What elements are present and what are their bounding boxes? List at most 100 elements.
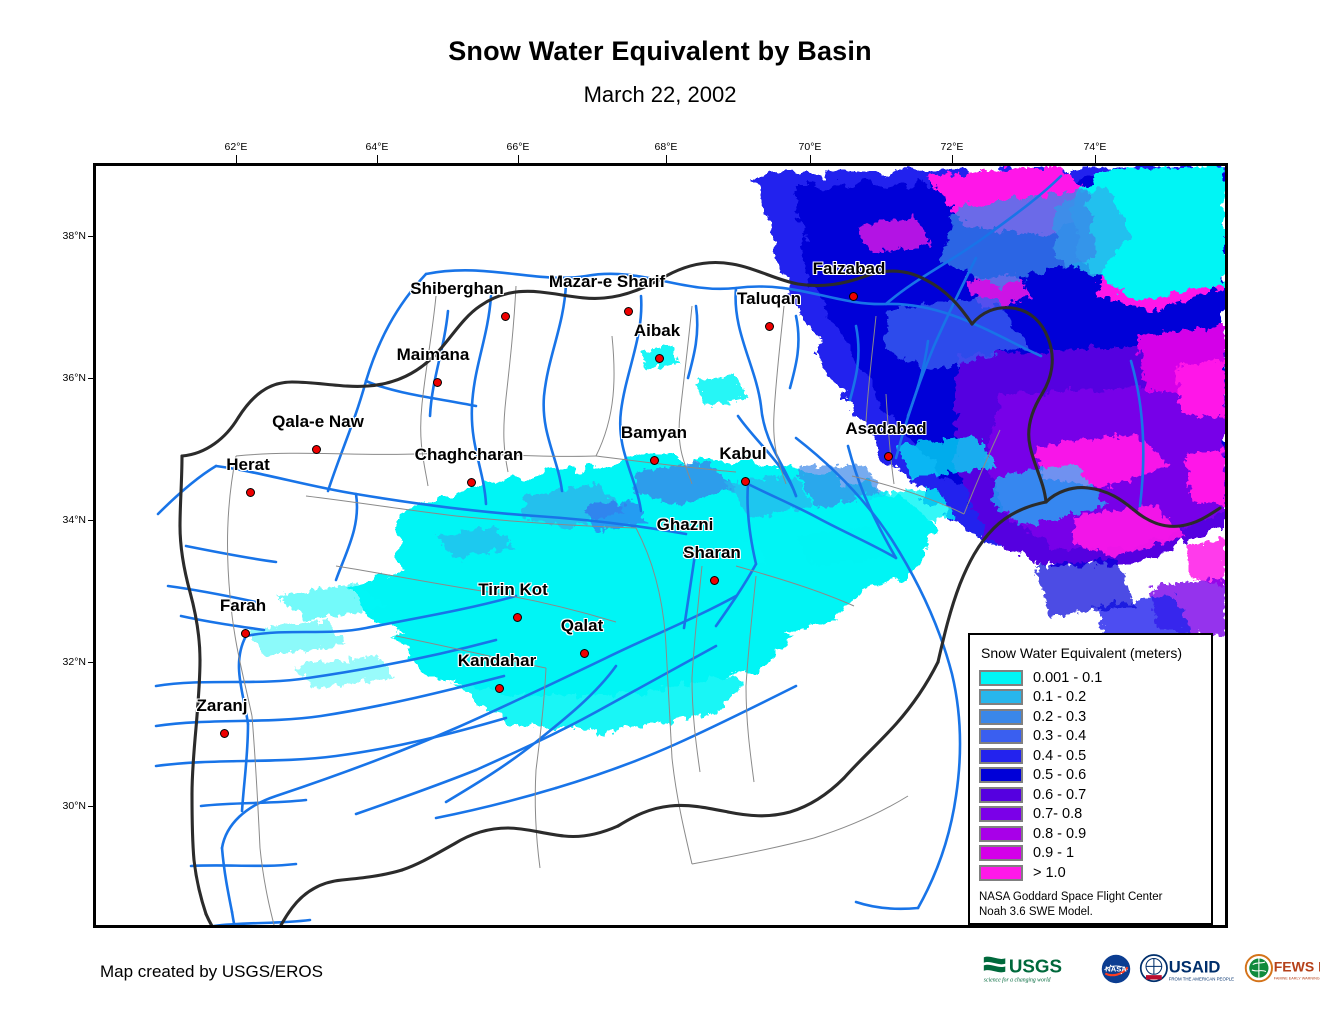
city-dot-icon — [764, 321, 774, 331]
city-label: Qalat — [560, 616, 604, 635]
city-dot-icon — [709, 575, 719, 585]
longitude-label: 64°E — [365, 141, 389, 153]
city-label: Tirin Kot — [478, 580, 548, 599]
legend-swatch — [979, 728, 1023, 745]
legend-swatch — [979, 786, 1023, 803]
latitude-label: 32°N — [62, 656, 86, 668]
legend-row: 0.1 - 0.2 — [979, 688, 1202, 708]
legend-row: 0.001 - 0.1 — [979, 668, 1202, 688]
city-label: Zaranj — [196, 696, 248, 715]
latitude-label: 30°N — [62, 800, 86, 812]
international-border — [178, 260, 1222, 925]
city-dot-icon — [740, 476, 750, 486]
city-dot-icon — [219, 728, 229, 738]
legend-label: 0.6 - 0.7 — [1033, 786, 1087, 803]
legend-label: > 1.0 — [1033, 864, 1066, 881]
latitude-label: 36°N — [62, 372, 86, 384]
legend-row: 0.6 - 0.7 — [979, 785, 1202, 805]
city-label: Taluqan — [737, 289, 801, 308]
map-frame — [93, 163, 1228, 928]
legend-swatch — [979, 689, 1023, 706]
longitude-label: 62°E — [224, 141, 248, 153]
city-dot-icon — [494, 683, 504, 693]
legend-label: 0.3 - 0.4 — [1033, 728, 1087, 745]
city-label: Kandahar — [457, 651, 537, 670]
swe-raster-northeast — [756, 166, 1225, 658]
fewsnet-logo: FEWS NET FAMINE EARLY WARNING SYSTEMS NE… — [1244, 954, 1320, 983]
city-dot-icon — [579, 648, 589, 658]
map-layers — [154, 166, 1225, 925]
legend-swatch — [979, 825, 1023, 842]
legend-label: 0.2 - 0.3 — [1033, 708, 1087, 725]
svg-text:FEWS NET: FEWS NET — [1274, 959, 1320, 975]
city-dot-icon — [311, 444, 321, 454]
map-canvas — [96, 166, 1225, 925]
legend-row: 0.8 - 0.9 — [979, 824, 1202, 844]
city-dot-icon — [682, 547, 692, 557]
city-dot-icon — [466, 477, 476, 487]
latitude-label: 38°N — [62, 230, 86, 242]
legend-label: 0.5 - 0.6 — [1033, 767, 1087, 784]
legend-swatch — [979, 669, 1023, 686]
city-dot-icon — [240, 628, 250, 638]
latitude-tick — [88, 236, 96, 237]
legend-label: 0.4 - 0.5 — [1033, 747, 1087, 764]
legend-label: 0.001 - 0.1 — [1033, 669, 1103, 686]
map-credit: Map created by USGS/EROS — [100, 962, 323, 981]
longitude-tick — [1095, 155, 1096, 163]
legend-panel: Snow Water Equivalent (meters) 0.001 - 0… — [968, 633, 1213, 925]
svg-text:USGS: USGS — [1009, 956, 1062, 977]
city-dot-icon — [848, 291, 858, 301]
city-dot-icon — [512, 612, 522, 622]
legend-row: 0.7- 0.8 — [979, 805, 1202, 825]
svg-text:science for a changing world: science for a changing world — [984, 977, 1051, 984]
legend-label: 0.7- 0.8 — [1033, 806, 1083, 823]
city-label: Sharan — [683, 543, 741, 562]
city-label: Herat — [226, 455, 270, 474]
city-label: Mazar-e Sharif — [548, 272, 666, 291]
page-subtitle: March 22, 2002 — [583, 82, 737, 107]
latitude-tick — [88, 806, 96, 807]
city-label: Bamyan — [620, 423, 688, 442]
legend-label: 0.9 - 1 — [1033, 845, 1075, 862]
latitude-tick — [88, 520, 96, 521]
city-label: Kabul — [719, 444, 767, 463]
legend-note-line-2: Noah 3.6 SWE Model. — [979, 905, 1093, 918]
latitude-tick — [88, 662, 96, 663]
city-dot-icon — [432, 377, 442, 387]
legend-swatch — [979, 864, 1023, 881]
longitude-tick — [518, 155, 519, 163]
legend-class-list: 0.001 - 0.1 0.1 - 0.2 0.2 - 0.3 0.3 - 0.4 0.… — [979, 668, 1202, 883]
legend-row: 0.2 - 0.3 — [979, 707, 1202, 727]
city-dot-icon — [654, 353, 664, 363]
latitude-label: 34°N — [62, 514, 86, 526]
longitude-label: 68°E — [654, 141, 678, 153]
legend-row: 0.5 - 0.6 — [979, 766, 1202, 786]
usaid-logo: USAID FROM THE AMERICAN PEOPLE — [1139, 954, 1234, 983]
usgs-logo: USGS science for a changing world — [983, 956, 1062, 984]
longitude-label: 70°E — [798, 141, 822, 153]
legend-label: 0.1 - 0.2 — [1033, 689, 1087, 706]
city-dot-icon — [500, 311, 510, 321]
legend-swatch — [979, 845, 1023, 862]
longitude-label: 66°E — [506, 141, 530, 153]
legend-source-note: NASA Goddard Space Flight Center Noah 3.… — [979, 890, 1202, 920]
city-label: Shiberghan — [410, 279, 504, 298]
svg-text:FROM THE AMERICAN PEOPLE: FROM THE AMERICAN PEOPLE — [1169, 976, 1234, 981]
agency-logo-strip: USGS science for a changing world NASA U… — [982, 950, 1320, 988]
city-dot-icon — [883, 451, 893, 461]
legend-swatch — [979, 806, 1023, 823]
legend-row: 0.3 - 0.4 — [979, 727, 1202, 747]
city-dot-icon — [649, 455, 659, 465]
city-label: Ghazni — [656, 515, 714, 534]
longitude-tick — [952, 155, 953, 163]
longitude-label: 72°E — [940, 141, 964, 153]
longitude-tick — [377, 155, 378, 163]
legend-note-line-1: NASA Goddard Space Flight Center — [979, 890, 1163, 903]
legend-swatch — [979, 708, 1023, 725]
city-label: Qala-e Naw — [272, 412, 364, 431]
legend-title: Snow Water Equivalent (meters) — [981, 645, 1182, 661]
city-dot-icon — [623, 306, 633, 316]
legend-label: 0.8 - 0.9 — [1033, 825, 1087, 842]
longitude-tick — [236, 155, 237, 163]
